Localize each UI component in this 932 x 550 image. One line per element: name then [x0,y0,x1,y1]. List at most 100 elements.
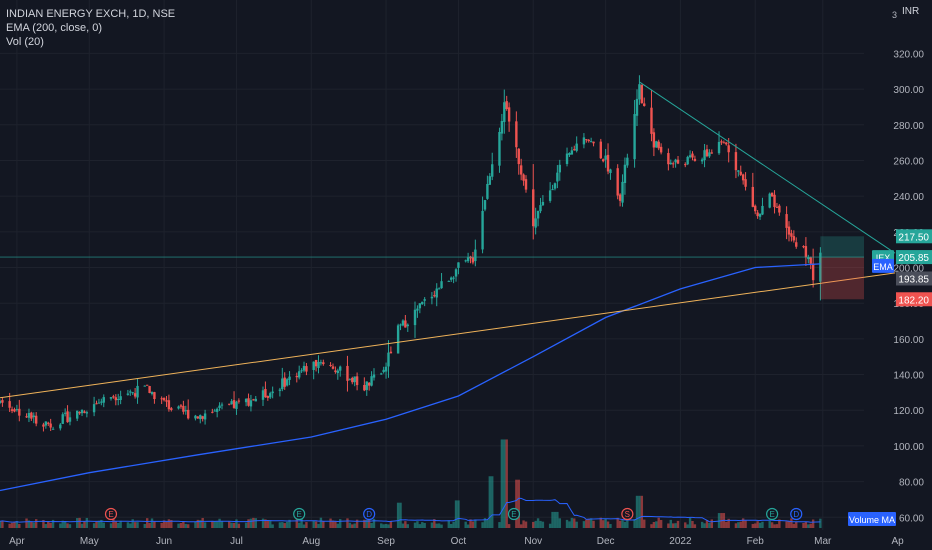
time-tick-label: Nov [524,536,542,547]
volume-bar [667,523,670,528]
candle-body [153,392,156,400]
candle-body [396,325,400,354]
candle-body [811,263,815,281]
candle-body [633,114,636,160]
candle-body [281,378,284,390]
volume-bar [83,521,86,528]
volume-bar [153,521,156,528]
candle-body [199,415,202,420]
volume-bar [616,517,619,528]
entry-price-label: 193.85 [896,271,932,286]
volume-bar [389,520,393,528]
ema-line [0,263,821,492]
candle-body [25,416,28,418]
candle-body [348,379,352,381]
candle-body [674,159,677,163]
candle-body [295,375,298,378]
volume-bar [691,521,694,528]
volume-bar [10,522,14,528]
volume-bar [638,495,641,528]
volume-bar [143,524,146,528]
candle-body [170,408,173,410]
candle-body [573,149,576,151]
candle-body [133,393,137,397]
time-tick-label: Dec [597,536,615,547]
volume-bar [466,524,470,528]
candle-body [539,205,542,212]
volume-bar [450,523,453,528]
candle-body [109,397,113,399]
candle-body [365,381,368,390]
volume-bar [97,520,101,528]
candle-body [230,401,233,405]
candle-body [278,389,282,391]
volume-bar [519,524,523,528]
volume-bar [49,522,52,528]
volume-bar [515,479,518,528]
volume-indicator-label[interactable]: Vol (20) [6,36,44,48]
volume-bar [741,518,745,528]
candle-body [756,212,759,217]
volume-bar [609,524,612,528]
candle-body [659,146,663,153]
volume-bar [734,523,738,528]
volume-bar [78,517,81,528]
candle-body [773,194,776,208]
candle-body [42,424,45,427]
volume-bar [114,521,118,528]
volume-bar [804,521,808,528]
volume-bar [237,523,241,528]
candle-body [49,423,52,428]
ema-indicator-label[interactable]: EMA (200, close, 0) [6,22,102,34]
volume-bar [604,518,607,528]
candle-body [688,155,692,158]
candle-body [804,246,808,258]
volume-bar [244,522,248,528]
candle-body [1,400,4,403]
candle-body [220,404,224,406]
currency-label[interactable]: INR [902,6,920,17]
event-marker-D: D [790,507,803,521]
volume-bar [334,521,337,528]
volume-bar [126,522,130,528]
volume-bar [693,524,697,528]
candle-body [585,139,588,141]
volume-bar [761,521,764,528]
volume-ma-label-text: Volume MA [849,515,895,525]
candle-body [565,153,569,164]
volume-bar [524,521,528,528]
volume-bar [483,518,487,528]
volume-bar [201,517,204,528]
volume-bar [254,518,257,528]
volume-bar [249,518,253,528]
candle-body [413,309,417,326]
candle-body [8,401,11,408]
candle-body [792,236,796,241]
candle-body [126,393,130,395]
candle-body [47,422,50,424]
candle-body [551,189,554,191]
volume-bar [47,521,50,528]
event-marker-text: E [511,510,516,519]
volume-bar [63,521,67,528]
volume-bar [0,521,2,528]
volume-bar [602,520,605,528]
volume-bar [399,502,402,528]
volume-bar [252,517,255,528]
volume-bar [469,519,472,528]
symbol-title[interactable]: INDIAN ENERGY EXCH, 1D, NSE [6,8,176,20]
candle-body [211,411,214,413]
volume-bar [474,519,477,528]
candle-body [34,415,38,424]
candle-body [30,412,33,419]
descending-resistance-trendline [639,81,896,254]
volume-bar [754,523,757,528]
volume-bar [148,522,151,528]
candle-body [404,320,407,328]
candle-body [618,194,622,201]
volume-bar [66,523,69,528]
candle-body [27,412,31,418]
candle-body [720,141,723,143]
volume-bar [387,524,390,528]
